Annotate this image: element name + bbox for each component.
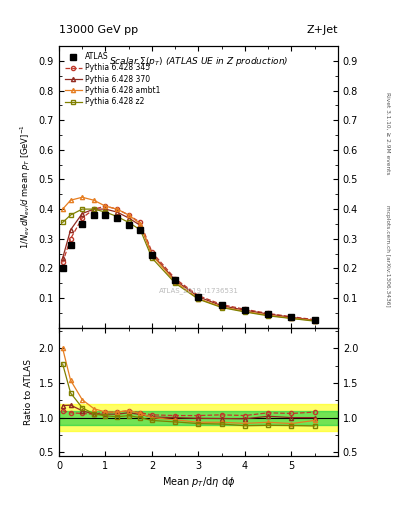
Pythia 6.428 345 [115, 206, 119, 212]
ATLAS [242, 307, 247, 313]
Text: ATLAS_2019_I1736531: ATLAS_2019_I1736531 [158, 288, 239, 294]
Pythia 6.428 z2 [196, 296, 201, 302]
Pythia 6.428 370 [92, 206, 96, 212]
Text: Scalar $\Sigma(p_T)$ (ATLAS UE in Z production): Scalar $\Sigma(p_T)$ (ATLAS UE in Z prod… [109, 55, 288, 68]
Pythia 6.428 z2 [80, 206, 84, 212]
ATLAS [80, 221, 84, 227]
Pythia 6.428 345 [60, 260, 65, 266]
Pythia 6.428 ambt1 [196, 295, 201, 302]
Pythia 6.428 z2 [138, 227, 143, 233]
ATLAS [68, 242, 73, 248]
ATLAS [289, 314, 294, 321]
Pythia 6.428 ambt1 [173, 279, 178, 285]
ATLAS [173, 277, 178, 283]
Pythia 6.428 345 [219, 302, 224, 308]
Pythia 6.428 ambt1 [60, 206, 65, 212]
Text: Z+Jet: Z+Jet [307, 25, 338, 35]
Pythia 6.428 z2 [115, 214, 119, 220]
Pythia 6.428 345 [173, 275, 178, 282]
Pythia 6.428 370 [289, 314, 294, 321]
Pythia 6.428 345 [289, 314, 294, 320]
Pythia 6.428 370 [266, 311, 271, 317]
Line: Pythia 6.428 z2: Pythia 6.428 z2 [61, 207, 316, 323]
Pythia 6.428 345 [138, 219, 143, 225]
Y-axis label: $1/N_{ev}\,dN_{ev}/d$ mean $p_T$ [GeV]$^{-1}$: $1/N_{ev}\,dN_{ev}/d$ mean $p_T$ [GeV]$^… [19, 124, 33, 249]
Line: Pythia 6.428 370: Pythia 6.428 370 [61, 207, 317, 323]
Pythia 6.428 z2 [68, 212, 73, 218]
ATLAS [115, 215, 119, 221]
ATLAS [138, 227, 143, 233]
Pythia 6.428 370 [219, 303, 224, 309]
Pythia 6.428 370 [312, 317, 317, 324]
Pythia 6.428 370 [138, 222, 143, 228]
Pythia 6.428 345 [80, 215, 84, 221]
Pythia 6.428 ambt1 [138, 221, 143, 227]
Pythia 6.428 ambt1 [150, 252, 154, 258]
Pythia 6.428 z2 [92, 206, 96, 212]
Pythia 6.428 z2 [219, 305, 224, 311]
Y-axis label: Ratio to ATLAS: Ratio to ATLAS [24, 359, 33, 424]
Line: ATLAS: ATLAS [60, 212, 318, 323]
Pythia 6.428 370 [68, 227, 73, 233]
Pythia 6.428 370 [242, 307, 247, 313]
Pythia 6.428 z2 [289, 315, 294, 322]
Text: Rivet 3.1.10, ≥ 2.9M events: Rivet 3.1.10, ≥ 2.9M events [385, 92, 390, 175]
Pythia 6.428 z2 [60, 219, 65, 225]
ATLAS [312, 317, 317, 324]
Pythia 6.428 370 [127, 215, 131, 221]
Pythia 6.428 ambt1 [115, 206, 119, 212]
ATLAS [127, 222, 131, 228]
Pythia 6.428 345 [312, 316, 317, 323]
Pythia 6.428 ambt1 [80, 194, 84, 200]
ATLAS [150, 252, 154, 258]
ATLAS [196, 293, 201, 300]
Pythia 6.428 345 [92, 206, 96, 212]
ATLAS [103, 212, 108, 218]
Legend: ATLAS, Pythia 6.428 345, Pythia 6.428 370, Pythia 6.428 ambt1, Pythia 6.428 z2: ATLAS, Pythia 6.428 345, Pythia 6.428 37… [63, 50, 163, 109]
Pythia 6.428 345 [196, 292, 201, 298]
Pythia 6.428 370 [80, 210, 84, 217]
Pythia 6.428 z2 [266, 313, 271, 319]
Pythia 6.428 z2 [242, 309, 247, 315]
Pythia 6.428 z2 [173, 280, 178, 286]
ATLAS [219, 303, 224, 309]
Pythia 6.428 370 [60, 255, 65, 261]
Pythia 6.428 z2 [312, 318, 317, 324]
Pythia 6.428 z2 [150, 255, 154, 261]
Line: Pythia 6.428 345: Pythia 6.428 345 [61, 204, 317, 322]
Pythia 6.428 370 [196, 294, 201, 300]
Pythia 6.428 370 [103, 206, 108, 212]
Pythia 6.428 345 [242, 306, 247, 312]
Pythia 6.428 345 [150, 249, 154, 255]
Pythia 6.428 ambt1 [266, 312, 271, 318]
Pythia 6.428 345 [103, 203, 108, 209]
Pythia 6.428 ambt1 [219, 304, 224, 310]
Pythia 6.428 ambt1 [289, 315, 294, 321]
Pythia 6.428 345 [68, 236, 73, 242]
Pythia 6.428 345 [266, 310, 271, 316]
Pythia 6.428 ambt1 [127, 212, 131, 218]
Pythia 6.428 ambt1 [312, 317, 317, 324]
Pythia 6.428 370 [150, 251, 154, 257]
Text: 13000 GeV pp: 13000 GeV pp [59, 25, 138, 35]
Pythia 6.428 ambt1 [242, 308, 247, 314]
ATLAS [60, 265, 65, 271]
Pythia 6.428 370 [173, 277, 178, 283]
Pythia 6.428 z2 [127, 219, 131, 225]
Line: Pythia 6.428 ambt1: Pythia 6.428 ambt1 [61, 195, 317, 323]
X-axis label: Mean $p_T$/d$\eta$ d$\phi$: Mean $p_T$/d$\eta$ d$\phi$ [162, 475, 235, 489]
Pythia 6.428 ambt1 [92, 197, 96, 203]
Pythia 6.428 ambt1 [103, 203, 108, 209]
Pythia 6.428 z2 [103, 209, 108, 215]
Pythia 6.428 370 [115, 209, 119, 215]
ATLAS [92, 212, 96, 218]
Pythia 6.428 ambt1 [68, 197, 73, 203]
Text: mcplots.cern.ch [arXiv:1306.3436]: mcplots.cern.ch [arXiv:1306.3436] [385, 205, 390, 307]
Pythia 6.428 345 [127, 212, 131, 218]
ATLAS [266, 311, 271, 317]
